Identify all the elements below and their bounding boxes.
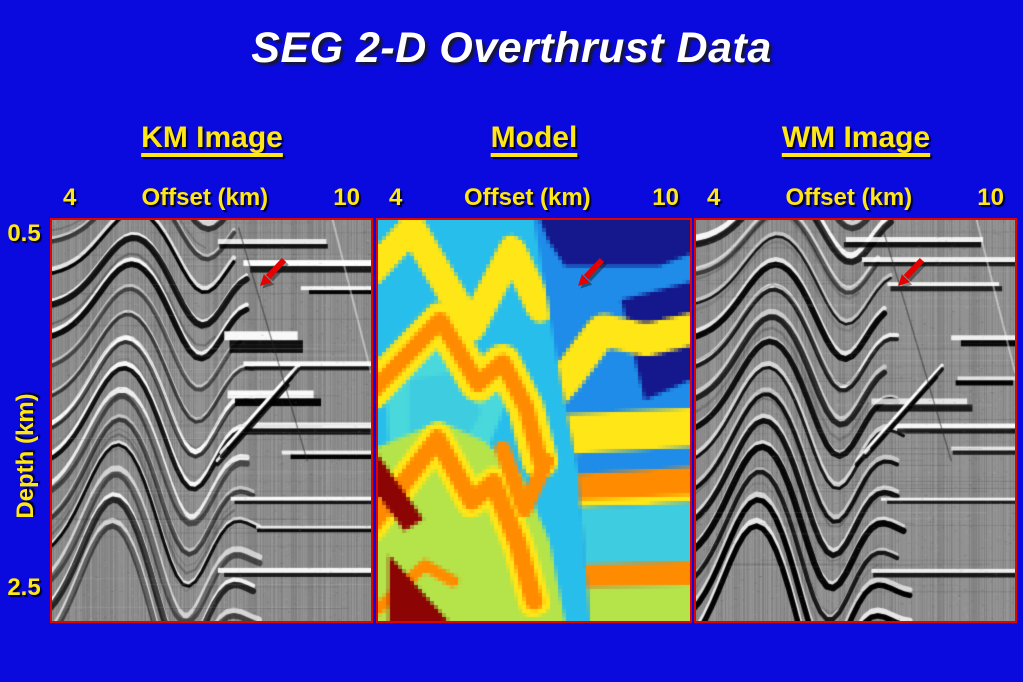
km-image-panel [50, 218, 373, 623]
offset-max-model: 10 [652, 184, 679, 211]
offset-min-model: 4 [389, 184, 403, 211]
km-seismic-canvas [52, 220, 371, 621]
offset-label-wm: Offset (km) [785, 184, 913, 211]
slide-title: SEG 2-D Overthrust Data [251, 24, 772, 72]
panel-title-km-text: KM Image [141, 121, 283, 154]
offset-min-wm: 4 [707, 184, 721, 211]
velocity-model-canvas [378, 220, 690, 621]
panel-title-model-text: Model [490, 121, 578, 154]
offset-min-km: 4 [63, 184, 77, 211]
offset-axis-model: 4 Offset (km) 10 [376, 183, 692, 213]
model-panel [376, 218, 692, 623]
offset-max-wm: 10 [977, 184, 1004, 211]
offset-label-model: Offset (km) [463, 184, 591, 211]
panel-title-wm: WM Image [782, 121, 930, 155]
panel-title-model: Model [491, 121, 578, 155]
wm-seismic-canvas [696, 220, 1015, 621]
offset-label-km: Offset (km) [141, 184, 269, 211]
offset-max-km: 10 [333, 184, 360, 211]
depth-tick-top: 0.5 [7, 220, 41, 247]
depth-axis-label: Depth (km) [12, 393, 39, 519]
depth-tick-bottom: 2.5 [7, 574, 41, 601]
panel-title-km: KM Image [141, 121, 283, 155]
wm-image-panel [694, 218, 1017, 623]
offset-axis-km: 4 Offset (km) 10 [50, 183, 373, 213]
offset-axis-wm: 4 Offset (km) 10 [694, 183, 1017, 213]
panel-title-wm-text: WM Image [781, 121, 931, 154]
